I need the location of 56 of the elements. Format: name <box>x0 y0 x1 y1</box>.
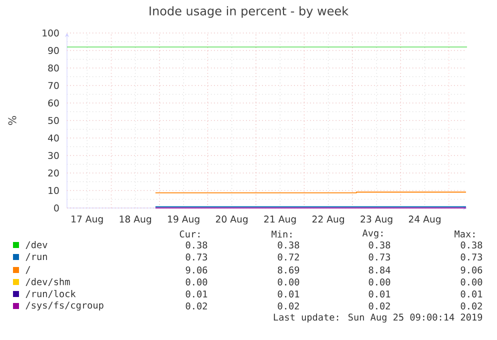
y-tick-label: 10 <box>48 186 59 194</box>
text: Avg: <box>362 230 382 238</box>
text: Max: <box>454 230 474 238</box>
y-tick-label: 70 <box>48 82 59 90</box>
text: 0.01 <box>186 290 208 298</box>
text: 0.38 <box>368 241 390 249</box>
text: 0.73 <box>368 253 390 261</box>
x-tick-label: 18 Aug <box>120 216 152 224</box>
text: 0.01 <box>278 290 300 298</box>
text: 0.73 <box>186 253 208 261</box>
x-tick-label: 19 Aug <box>168 216 200 224</box>
y-tick-label: 30 <box>48 152 59 160</box>
x-tick-label: 22 Aug <box>312 216 344 224</box>
legend-label: /sys/fs/cgroup <box>26 301 104 311</box>
y-tick-label: 40 <box>48 134 59 142</box>
text: Min: <box>272 230 292 238</box>
x-tick-label: 17 Aug <box>72 216 103 224</box>
text: 9.06 <box>186 266 208 274</box>
x-tick-label: 20 Aug <box>216 216 248 224</box>
text: 0.02 <box>186 302 207 310</box>
text: Last update: Sun Aug 25 09:00:14 2019 <box>274 313 482 323</box>
x-tick-label: 24 Aug <box>408 216 440 224</box>
x-tick-label: 21 Aug <box>264 216 296 224</box>
text: 0.00 <box>186 278 208 286</box>
y-tick-label: 80 <box>48 64 59 72</box>
text: 0.73 <box>460 253 482 261</box>
x-tick-label: 23 Aug <box>360 216 392 224</box>
text: 0.01 <box>368 290 390 298</box>
y-axis-title: % <box>8 116 16 125</box>
text: 0.02 <box>368 302 390 310</box>
text: 8.69 <box>278 266 300 274</box>
text: 9.06 <box>460 266 482 274</box>
text: 0.38 <box>186 241 208 249</box>
y-tick-label: 50 <box>48 116 59 124</box>
y-tick-label: 60 <box>48 99 59 107</box>
legend-label: /dev <box>26 241 48 249</box>
legend-label: /dev/shm <box>26 278 70 286</box>
y-tick-label: 100 <box>42 29 59 37</box>
y-tick-label: 20 <box>48 169 59 177</box>
text: 8.84 <box>368 266 390 274</box>
y-tick-label: 0 <box>54 204 59 212</box>
legend-label: /run/lock <box>26 290 76 298</box>
text: Cur: <box>180 230 200 238</box>
text: 0.02 <box>460 302 482 310</box>
text: 0.02 <box>278 302 299 310</box>
chart-title: Inode usage in percent - by week <box>150 6 349 18</box>
legend-label: / <box>26 266 30 274</box>
y-tick-label: 90 <box>48 46 59 54</box>
text: 0.01 <box>460 290 482 298</box>
text: 0.00 <box>368 278 390 286</box>
text: 0.38 <box>460 241 482 249</box>
text: 0.00 <box>460 278 482 286</box>
legend-label: /run <box>26 253 47 261</box>
text: 0.38 <box>278 241 300 249</box>
text: 0.72 <box>278 253 299 261</box>
text: 0.00 <box>278 278 300 286</box>
